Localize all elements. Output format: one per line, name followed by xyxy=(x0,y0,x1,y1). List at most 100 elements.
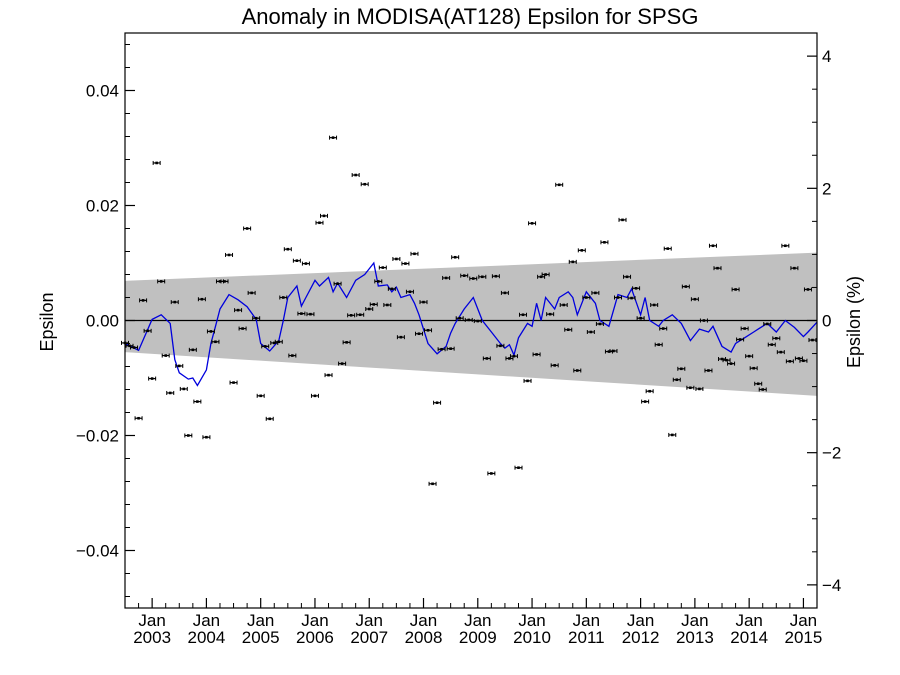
data-point xyxy=(496,343,505,348)
data-point xyxy=(256,393,265,398)
data-point xyxy=(595,321,604,326)
right-tick-label: 0 xyxy=(822,312,831,331)
data-point xyxy=(491,274,500,279)
data-point xyxy=(627,296,636,301)
x-tick-month-label: Jan xyxy=(573,611,600,630)
data-point xyxy=(803,287,812,292)
data-point xyxy=(342,340,351,345)
data-point xyxy=(641,399,650,404)
data-point xyxy=(487,471,496,476)
data-point xyxy=(609,348,618,353)
data-point xyxy=(523,378,532,383)
data-point xyxy=(668,432,677,437)
data-point xyxy=(360,182,369,187)
data-point xyxy=(310,393,319,398)
data-point xyxy=(130,345,139,350)
x-tick-month-label: Jan xyxy=(356,611,383,630)
data-point xyxy=(369,302,378,307)
data-point xyxy=(424,328,433,333)
data-point xyxy=(265,416,274,421)
data-point xyxy=(577,248,586,253)
data-point xyxy=(274,339,283,344)
data-point xyxy=(433,400,442,405)
data-point xyxy=(374,279,383,284)
x-tick-month-label: Jan xyxy=(681,611,708,630)
data-point xyxy=(600,240,609,245)
smoothed-series-line xyxy=(124,261,818,387)
x-tick-month-label: Jan xyxy=(735,611,762,630)
data-point xyxy=(464,317,473,322)
x-tick-year-label: 2015 xyxy=(785,628,823,647)
data-point xyxy=(790,266,799,271)
data-point xyxy=(659,326,668,331)
data-point xyxy=(261,344,270,349)
data-point xyxy=(392,256,401,261)
data-point xyxy=(247,290,256,295)
data-point xyxy=(283,247,292,252)
data-point xyxy=(650,302,659,307)
data-point xyxy=(546,312,555,317)
data-point xyxy=(229,380,238,385)
data-point xyxy=(776,350,785,355)
data-point xyxy=(808,338,817,343)
data-point xyxy=(320,213,329,218)
data-point xyxy=(279,295,288,300)
data-point xyxy=(500,290,509,295)
data-point xyxy=(564,327,573,332)
data-point xyxy=(763,321,772,326)
data-point xyxy=(383,302,392,307)
left-tick-label: −0.02 xyxy=(76,427,119,446)
data-point xyxy=(654,342,663,347)
data-point xyxy=(754,381,763,386)
data-point xyxy=(586,330,595,334)
chart-title: Anomaly in MODISA(AT128) Epsilon for SPS… xyxy=(242,4,699,29)
data-point xyxy=(451,255,460,260)
data-point xyxy=(785,359,794,364)
data-point xyxy=(713,266,722,271)
data-point xyxy=(333,281,342,286)
x-tick-month-label: Jan xyxy=(518,611,545,630)
x-tick-month-label: Jan xyxy=(790,611,817,630)
data-point xyxy=(396,335,405,340)
x-tick-year-label: 2003 xyxy=(133,628,171,647)
right-tick-label: −4 xyxy=(822,576,841,595)
data-point xyxy=(573,368,582,373)
x-tick-month-label: Jan xyxy=(464,611,491,630)
x-tick-year-label: 2008 xyxy=(405,628,443,647)
data-point xyxy=(677,366,686,371)
data-point xyxy=(179,386,188,391)
data-point xyxy=(143,328,152,333)
data-point xyxy=(428,481,437,486)
data-point xyxy=(623,274,632,279)
data-point xyxy=(686,385,695,390)
data-point xyxy=(446,346,455,351)
x-tick-year-label: 2004 xyxy=(187,628,225,647)
data-point xyxy=(708,243,717,248)
data-point xyxy=(478,274,487,279)
x-tick-year-label: 2013 xyxy=(676,628,714,647)
data-point xyxy=(351,173,360,178)
data-point xyxy=(338,361,347,366)
data-point xyxy=(455,316,464,321)
data-point xyxy=(482,356,491,361)
data-point xyxy=(772,336,781,341)
data-point xyxy=(166,390,175,395)
left-tick-label: −0.04 xyxy=(76,542,119,561)
x-tick-year-label: 2011 xyxy=(568,628,605,647)
data-point xyxy=(414,331,423,336)
data-point xyxy=(365,307,374,311)
plot-area: 0.040.020.00−0.02−0.04420−2−4Jan2003Jan2… xyxy=(76,32,841,647)
x-tick-year-label: 2005 xyxy=(242,628,280,647)
data-point xyxy=(148,376,157,381)
left-tick-label: 0.00 xyxy=(86,312,119,331)
y-axis-label-right: Epsilon (%) xyxy=(844,276,864,368)
data-point xyxy=(387,286,396,291)
data-point xyxy=(152,160,161,165)
data-point xyxy=(519,312,528,317)
data-point xyxy=(745,354,754,359)
data-point xyxy=(378,265,387,270)
data-point xyxy=(184,433,193,438)
data-point xyxy=(197,297,206,302)
data-point xyxy=(134,416,143,421)
data-point xyxy=(532,352,541,357)
